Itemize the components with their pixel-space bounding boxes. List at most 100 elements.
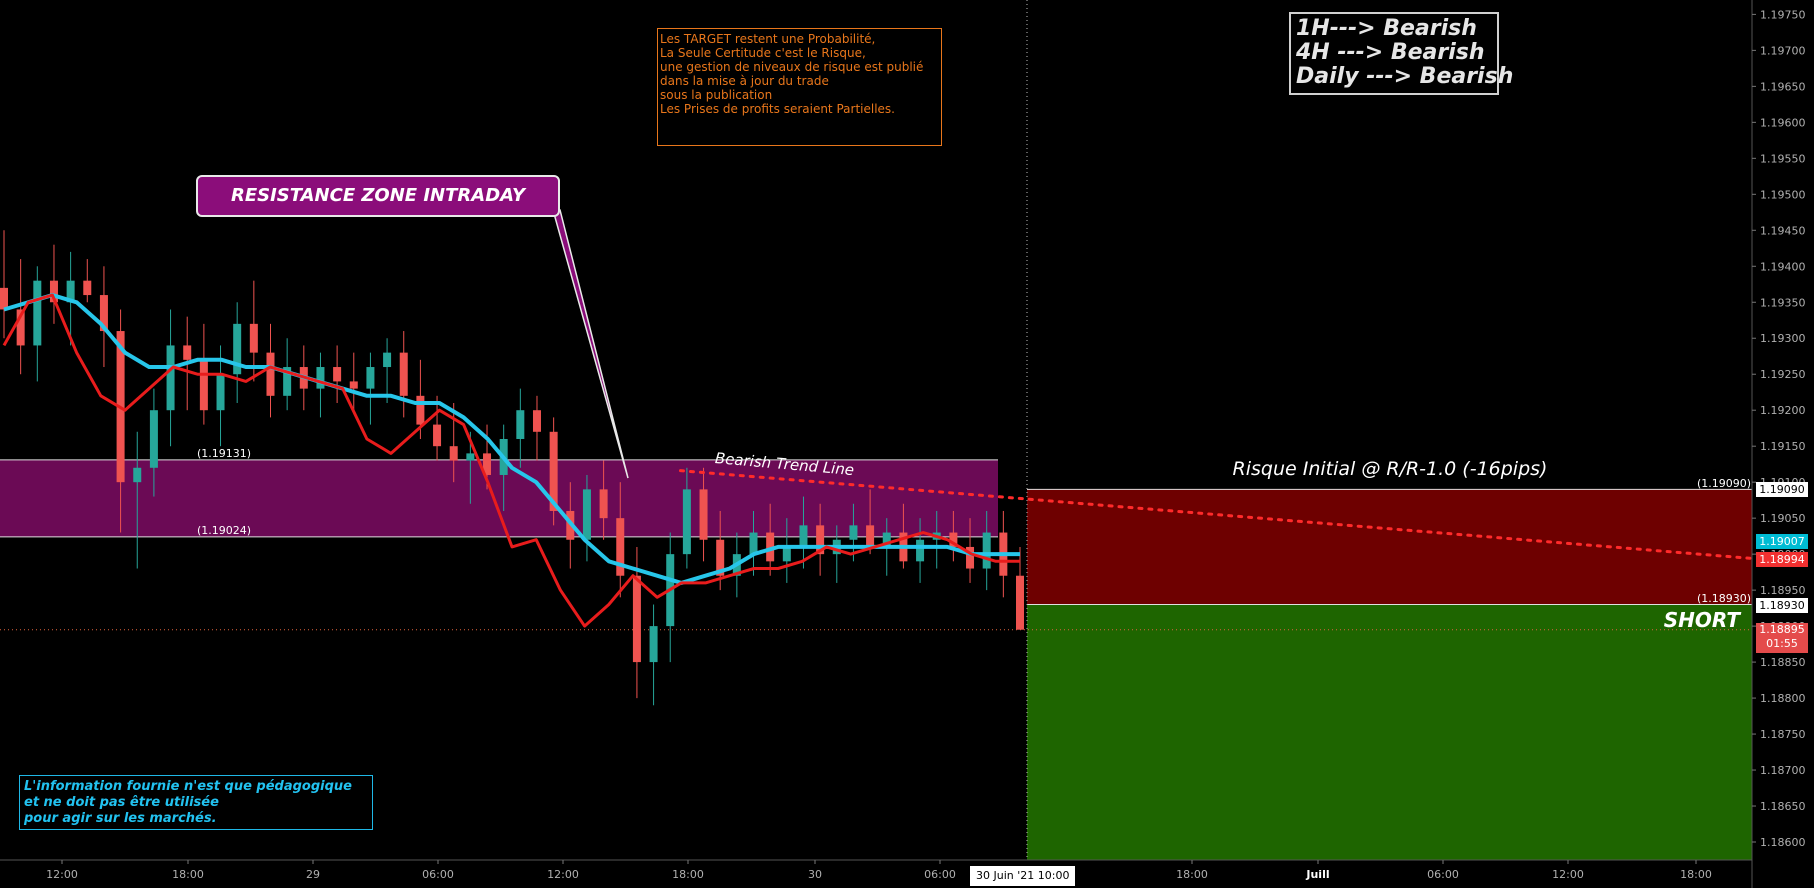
price-tick-label: 1.18950	[1760, 584, 1806, 597]
risk-top-tag: (1.19090)	[1697, 477, 1752, 490]
candle-body	[416, 395, 425, 425]
bias-line: 1H---> Bearish	[1296, 16, 1477, 41]
candle-body	[449, 446, 458, 461]
time-tick-label: 18:00	[1176, 868, 1208, 881]
bias-line: Daily ---> Bearish	[1296, 64, 1514, 89]
bias-line: 4H ---> Bearish	[1296, 40, 1485, 65]
candle-body	[183, 345, 192, 360]
candle-body	[266, 352, 275, 396]
candle-body	[99, 295, 108, 332]
candle-body	[83, 280, 92, 296]
candle-body	[532, 410, 541, 432]
note-line: dans la mise à jour du trade	[660, 74, 829, 88]
disclaimer-note[interactable]: L'information fournie n'est que pédagogi…	[19, 775, 373, 830]
candle-body	[966, 546, 975, 569]
candle-body	[699, 489, 708, 540]
price-tick-label: 1.18750	[1760, 728, 1806, 741]
time-tick-label: Juill	[1305, 868, 1329, 881]
candle-body	[16, 309, 25, 346]
candle-body	[949, 532, 958, 547]
candle-body	[916, 539, 925, 562]
price-tick-label: 1.19350	[1760, 296, 1806, 309]
candle-body	[816, 525, 825, 555]
target-zone	[1027, 604, 1752, 860]
candle-body	[682, 489, 691, 555]
candle-body	[466, 453, 475, 461]
price-tick-label: 1.19400	[1760, 260, 1806, 273]
note-line: Les TARGET restent une Probabilité,	[660, 32, 876, 46]
candle-body	[766, 532, 775, 562]
disclaimer-line: pour agir sur les marchés.	[24, 811, 217, 826]
last-price: 1.18895	[1759, 623, 1805, 636]
candle-body	[66, 280, 75, 303]
candle-body	[616, 518, 625, 576]
timeframe-bias-note[interactable]: 1H---> Bearish 4H ---> Bearish Daily ---…	[1289, 12, 1514, 95]
price-tick-label: 1.19700	[1760, 44, 1806, 57]
candle-body	[49, 280, 58, 303]
price-tick-label: 1.18700	[1760, 764, 1806, 777]
time-tick-label: 12:00	[46, 868, 78, 881]
note-line: La Seule Certitude c'est le Risque,	[660, 46, 866, 60]
candle-body	[133, 467, 142, 483]
candle-body	[582, 489, 591, 540]
candle-body	[982, 532, 991, 569]
candle-body	[33, 280, 42, 346]
candle-body	[433, 424, 442, 447]
candle-body	[199, 359, 208, 411]
ema-fast-line	[2, 293, 1020, 628]
risk-bottom-tag: (1.18930)	[1697, 592, 1752, 605]
bearish-trend-line	[678, 469, 1754, 560]
resistance-zone-callout[interactable]: RESISTANCE ZONE INTRADAY	[196, 175, 560, 217]
candle-body	[333, 367, 342, 382]
time-tick-label: 18:00	[672, 868, 704, 881]
candle-body	[782, 546, 791, 562]
candle-body	[349, 381, 358, 389]
price-tick-label: 1.19300	[1760, 332, 1806, 345]
time-tick-label: 06:00	[1427, 868, 1459, 881]
candle-body	[799, 525, 808, 547]
candle-body	[249, 323, 258, 353]
resistance-top-tag: (1.19131)	[197, 447, 252, 460]
price-tick-label: 1.19750	[1760, 8, 1806, 21]
time-tick-label: 12:00	[1552, 868, 1584, 881]
price-badge-risk-top: 1.19090	[1756, 482, 1808, 497]
price-tick-label: 1.19600	[1760, 116, 1806, 129]
price-tick-label: 1.19250	[1760, 368, 1806, 381]
price-tick-label: 1.19550	[1760, 152, 1806, 165]
time-tick-label: 18:00	[172, 868, 204, 881]
risk-management-note[interactable]: Les TARGET restent une Probabilité, La S…	[657, 28, 942, 146]
candle-body	[216, 374, 225, 411]
candle-body	[233, 323, 242, 375]
note-line: Les Prises de profits seraient Partielle…	[660, 102, 895, 116]
price-tick-label: 1.19450	[1760, 224, 1806, 237]
time-tick-label: 06:00	[422, 868, 454, 881]
cursor-time-label: 30 Juin '21 10:00	[970, 866, 1076, 886]
candle-body	[149, 410, 158, 468]
candle-body	[882, 532, 891, 547]
disclaimer-line: L'information fournie n'est que pédagogi…	[24, 779, 352, 794]
resistance-bottom-tag: (1.19024)	[197, 524, 252, 537]
candle-body	[599, 489, 608, 519]
price-tick-label: 1.19500	[1760, 188, 1806, 201]
candle-body	[383, 352, 392, 368]
time-tick-label: 06:00	[924, 868, 956, 881]
candle-body	[866, 525, 875, 547]
disclaimer-line: et ne doit pas être utilisée	[24, 795, 219, 810]
note-line: une gestion de niveaux de risque est pub…	[660, 60, 924, 74]
candle-body	[749, 532, 758, 555]
time-tick-label: 29	[306, 868, 320, 881]
candle-body	[283, 367, 292, 396]
resistance-zone	[0, 459, 998, 537]
price-tick-label: 1.18800	[1760, 692, 1806, 705]
candle-body	[366, 367, 375, 389]
candle-body	[399, 352, 408, 396]
price-badge-ema: 1.19007	[1756, 534, 1808, 549]
price-badge-risk-bottom: 1.18930	[1756, 598, 1808, 613]
candle-body	[649, 626, 658, 663]
candle-body	[549, 431, 558, 511]
candle-body	[316, 367, 325, 389]
candle-body	[632, 575, 641, 663]
price-tick-label: 1.19650	[1760, 80, 1806, 93]
